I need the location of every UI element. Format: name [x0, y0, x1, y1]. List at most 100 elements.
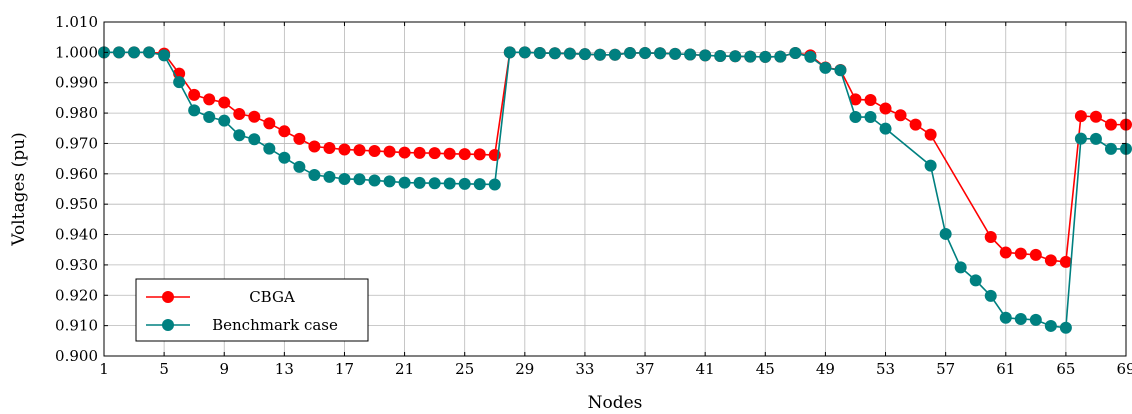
data-point-benchmark-case: [864, 111, 877, 124]
data-point-benchmark-case: [984, 289, 997, 302]
plot-frame: [103, 21, 1127, 357]
data-point-benchmark-case: [158, 49, 171, 62]
y-tick-label: 1.000: [55, 43, 98, 61]
data-point-cbga: [1104, 118, 1117, 131]
data-point-cbga: [398, 146, 411, 159]
data-point-benchmark-case: [593, 48, 606, 61]
data-point-benchmark-case: [503, 46, 516, 59]
data-point-cbga: [1074, 110, 1087, 123]
data-point-benchmark-case: [383, 175, 396, 188]
y-tick-label: 0.980: [55, 104, 98, 122]
data-point-cbga: [413, 146, 426, 159]
x-tick-label: 13: [275, 360, 294, 378]
x-tick-label: 49: [816, 360, 835, 378]
data-point-cbga: [924, 128, 937, 141]
data-point-cbga: [1059, 255, 1072, 268]
data-point-cbga: [1029, 248, 1042, 261]
data-point-cbga: [293, 132, 306, 145]
data-point-benchmark-case: [338, 172, 351, 185]
data-point-benchmark-case: [518, 46, 531, 59]
series-line-cbga: [104, 51, 1126, 263]
ticks: 1 5 9 13 17 21 25 29 33 37 41 45 49 53 57 61 65 69 0.900 0.…: [55, 13, 1132, 378]
x-tick-label: 69: [1116, 360, 1132, 378]
data-point-benchmark-case: [999, 311, 1012, 324]
data-point-benchmark-case: [233, 129, 246, 142]
x-tick-label: 45: [756, 360, 775, 378]
data-point-cbga: [233, 108, 246, 121]
data-point-benchmark-case: [413, 176, 426, 189]
x-tick-label: 33: [575, 360, 594, 378]
data-point-benchmark-case: [789, 46, 802, 59]
x-tick-label: 21: [395, 360, 414, 378]
x-tick-label: 41: [696, 360, 715, 378]
data-point-benchmark-case: [218, 114, 231, 127]
data-point-benchmark-case: [128, 46, 141, 59]
data-point-benchmark-case: [428, 177, 441, 190]
data-point-benchmark-case: [308, 169, 321, 182]
data-point-benchmark-case: [203, 111, 216, 124]
x-tick-label: 5: [159, 360, 169, 378]
data-point-cbga: [248, 110, 261, 123]
data-point-cbga: [443, 147, 456, 160]
legend-marker-benchmark: [162, 319, 174, 331]
data-point-benchmark-case: [248, 133, 261, 146]
y-tick-label: 0.910: [55, 317, 98, 335]
x-tick-label: 29: [515, 360, 534, 378]
data-point-cbga: [188, 88, 201, 101]
data-point-benchmark-case: [774, 50, 787, 63]
data-point-benchmark-case: [443, 177, 456, 190]
data-point-cbga: [353, 144, 366, 157]
data-point-benchmark-case: [954, 261, 967, 274]
data-point-benchmark-case: [969, 274, 982, 287]
data-point-benchmark-case: [353, 173, 366, 186]
data-point-benchmark-case: [548, 47, 561, 60]
data-point-benchmark-case: [609, 48, 621, 61]
y-tick-label: 0.900: [55, 347, 98, 365]
series-benchmark-case: [98, 46, 1132, 334]
x-axis-label: Nodes: [588, 393, 643, 413]
x-tick-label: 1: [99, 360, 109, 378]
data-point-cbga: [338, 143, 351, 156]
y-tick-label: 0.950: [55, 195, 98, 213]
data-point-benchmark-case: [834, 64, 847, 77]
data-point-benchmark-case: [939, 227, 952, 240]
data-point-benchmark-case: [188, 104, 201, 117]
data-point-benchmark-case: [849, 111, 862, 124]
data-point-cbga: [894, 109, 907, 122]
data-point-cbga: [473, 148, 486, 161]
x-tick-label: 9: [219, 360, 229, 378]
x-tick-label: 57: [936, 360, 955, 378]
data-point-benchmark-case: [323, 170, 336, 183]
legend: CBGA Benchmark case: [135, 278, 369, 342]
y-tick-label: 0.940: [55, 226, 98, 244]
data-point-cbga: [323, 142, 336, 155]
data-point-benchmark-case: [819, 61, 832, 74]
data-point-benchmark-case: [1044, 319, 1057, 332]
data-point-cbga: [864, 94, 877, 107]
legend-label-benchmark: Benchmark case: [212, 316, 338, 334]
data-point-benchmark-case: [458, 177, 471, 190]
data-point-benchmark-case: [624, 46, 637, 59]
data-point-benchmark-case: [563, 47, 576, 60]
data-point-benchmark-case: [293, 160, 306, 173]
x-tick-label: 17: [335, 360, 354, 378]
data-point-benchmark-case: [639, 46, 652, 59]
data-point-benchmark-case: [714, 50, 727, 63]
y-tick-label: 0.920: [55, 286, 98, 304]
data-point-cbga: [984, 230, 997, 243]
data-point-benchmark-case: [143, 46, 156, 59]
data-point-cbga: [383, 145, 396, 158]
data-point-cbga: [1014, 247, 1027, 260]
data-point-benchmark-case: [578, 48, 591, 61]
data-point-cbga: [1044, 254, 1057, 267]
data-point-benchmark-case: [924, 159, 937, 172]
data-point-cbga: [218, 96, 231, 109]
data-point-benchmark-case: [533, 46, 546, 59]
series-lines: [98, 46, 1132, 334]
data-point-benchmark-case: [804, 50, 817, 63]
legend-label-cbga: CBGA: [249, 288, 295, 306]
data-point-benchmark-case: [278, 151, 291, 164]
data-point-benchmark-case: [1074, 132, 1087, 145]
data-point-benchmark-case: [473, 178, 486, 191]
data-point-benchmark-case: [669, 47, 682, 60]
